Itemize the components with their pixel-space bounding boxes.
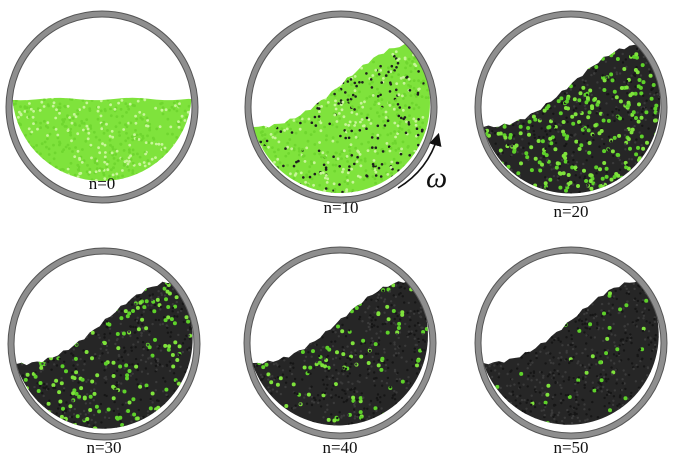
drum-panel-2: n=20	[474, 10, 668, 221]
granular-bed	[483, 279, 659, 425]
panel-label: n=40	[322, 438, 357, 457]
drum-panel-1: n=10	[244, 10, 438, 217]
drum-ring	[8, 248, 200, 440]
drum-panel-3: n=30	[7, 247, 201, 457]
panel-label: n=30	[86, 438, 121, 457]
panel-label: n=50	[553, 438, 588, 457]
drum-ring	[475, 247, 667, 439]
drum-ring	[475, 11, 667, 203]
drum-ring	[244, 247, 436, 439]
rotation-arrow	[397, 132, 442, 189]
drum-panel-4: n=40	[243, 246, 437, 457]
panel-label: n=20	[553, 202, 588, 221]
drum-panel-5: n=50	[474, 246, 668, 457]
drum-ring	[6, 11, 198, 203]
panel-label: n=0	[89, 174, 116, 193]
omega-symbol: ω	[426, 161, 447, 194]
drum-ring	[245, 11, 437, 203]
granular-bed	[252, 280, 428, 426]
drum-panel-0: n=0	[5, 10, 199, 204]
panel-label: n=10	[323, 198, 358, 217]
granular-bed	[253, 44, 430, 193]
